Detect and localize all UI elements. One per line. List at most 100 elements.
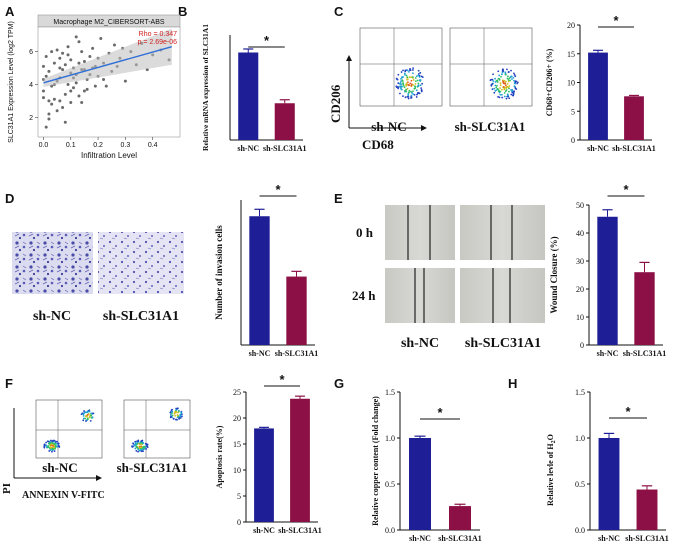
flow-event xyxy=(395,77,398,80)
flow-event xyxy=(415,96,418,98)
apoptosis-flow-plot-sh-nc xyxy=(35,399,103,459)
bar-0 xyxy=(597,216,618,345)
flow-event xyxy=(410,94,413,97)
bar-1 xyxy=(636,489,658,530)
flow-event xyxy=(503,95,506,98)
flow-event xyxy=(140,440,143,442)
flow-event xyxy=(137,450,139,453)
flow-event xyxy=(513,74,516,76)
category-label: sh-SLC31A1 xyxy=(623,349,667,358)
panel-letter-b: B xyxy=(178,4,187,19)
flow-event xyxy=(403,72,406,75)
flow-event xyxy=(512,94,515,97)
significance-star: * xyxy=(279,372,285,387)
flow-event xyxy=(507,78,510,81)
flow-event xyxy=(412,93,415,95)
flow-event xyxy=(82,414,85,417)
flow-event xyxy=(179,414,182,417)
scatter-point xyxy=(41,89,45,93)
flow-event xyxy=(181,415,183,418)
scatter-point xyxy=(61,105,65,109)
invasion-label-sh-nc: sh-NC xyxy=(33,309,71,324)
y-tick-label: 0.5 xyxy=(385,480,395,489)
flow-event xyxy=(172,417,175,420)
flow-event xyxy=(499,84,502,87)
bar-1 xyxy=(449,506,471,530)
flow-event xyxy=(405,90,407,92)
flow-event xyxy=(417,92,419,94)
flow-event xyxy=(402,82,404,85)
flow-event xyxy=(499,93,502,96)
bar-0 xyxy=(598,438,620,530)
scatter-point xyxy=(74,35,78,39)
flow-event xyxy=(402,95,404,98)
flow-event xyxy=(501,88,503,91)
flow-frame xyxy=(359,27,443,107)
flow-event xyxy=(408,70,410,73)
flow-event xyxy=(82,417,85,420)
wound-image-sh-slc31a1-0h xyxy=(460,205,545,260)
flow-event xyxy=(412,84,415,86)
cd206-arrow-head xyxy=(346,55,352,61)
pi-axis-label: PI xyxy=(1,483,13,494)
flow-event xyxy=(415,75,418,78)
flow-event xyxy=(489,79,492,82)
flow-event xyxy=(412,67,415,70)
rho-text: Rho = 0.347 xyxy=(139,31,177,38)
flow-event xyxy=(406,78,408,81)
x-tick-label: 0.2 xyxy=(93,142,103,149)
flow-event xyxy=(504,71,507,74)
y-tick-label: 1.5 xyxy=(575,388,585,397)
flow-event xyxy=(508,87,510,90)
flow-event xyxy=(45,441,48,444)
flow-event xyxy=(88,416,91,419)
y-tick-label: 15 xyxy=(233,440,241,449)
flow-event xyxy=(512,92,515,95)
scatter-point xyxy=(77,61,81,65)
flow-event xyxy=(492,80,495,83)
y-axis-label: Relative mRNA expression of SLC31A1 xyxy=(201,24,210,151)
scatter-fit-line xyxy=(43,46,172,84)
flow-event xyxy=(508,97,511,100)
flow-event xyxy=(420,75,423,78)
flow-event xyxy=(420,89,423,91)
y-axis-label: CD68+CD206+ (%) xyxy=(545,48,554,116)
flow-event xyxy=(410,76,413,79)
flow-event xyxy=(408,89,411,92)
flow-event xyxy=(180,411,183,414)
flow-event xyxy=(52,448,55,450)
flow-event xyxy=(506,82,509,85)
scatter-point xyxy=(66,45,70,49)
scatter-point xyxy=(63,120,67,124)
flow-label-sh-slc31a1: sh-SLC31A1 xyxy=(455,119,526,134)
x-tick-label: 0.1 xyxy=(66,142,76,149)
flow-event xyxy=(515,88,518,90)
flow-event xyxy=(413,87,416,90)
scatter-point xyxy=(77,94,81,98)
panel-h-bar-chart: 0.0 0.5 1.0 1.5 sh-NC sh-SLC31A1 * xyxy=(575,388,669,543)
flow-event xyxy=(491,78,494,81)
flow-event xyxy=(490,84,493,87)
y-tick-label: 0.5 xyxy=(575,480,585,489)
flow-event xyxy=(505,97,508,100)
flow-event xyxy=(179,417,182,419)
flow-event xyxy=(406,69,409,72)
flow-event xyxy=(410,79,413,82)
y-tick-label: 6 xyxy=(29,49,33,56)
flow-event xyxy=(414,77,417,79)
flow-event xyxy=(401,85,403,88)
category-label: sh-SLC31A1 xyxy=(275,349,319,358)
y-tick-label: 0 xyxy=(237,518,241,527)
scatter-point xyxy=(44,125,48,129)
flow-event xyxy=(92,412,95,415)
flow-event xyxy=(135,446,138,448)
flow-event xyxy=(178,417,181,420)
flow-event xyxy=(51,449,54,452)
flow-event xyxy=(510,69,512,72)
flow-event xyxy=(144,442,147,445)
flow-event xyxy=(503,91,506,94)
flow-event xyxy=(410,90,412,93)
flow-event xyxy=(397,86,400,89)
y-tick-label: 30 xyxy=(576,257,584,266)
flow-event xyxy=(505,89,508,91)
